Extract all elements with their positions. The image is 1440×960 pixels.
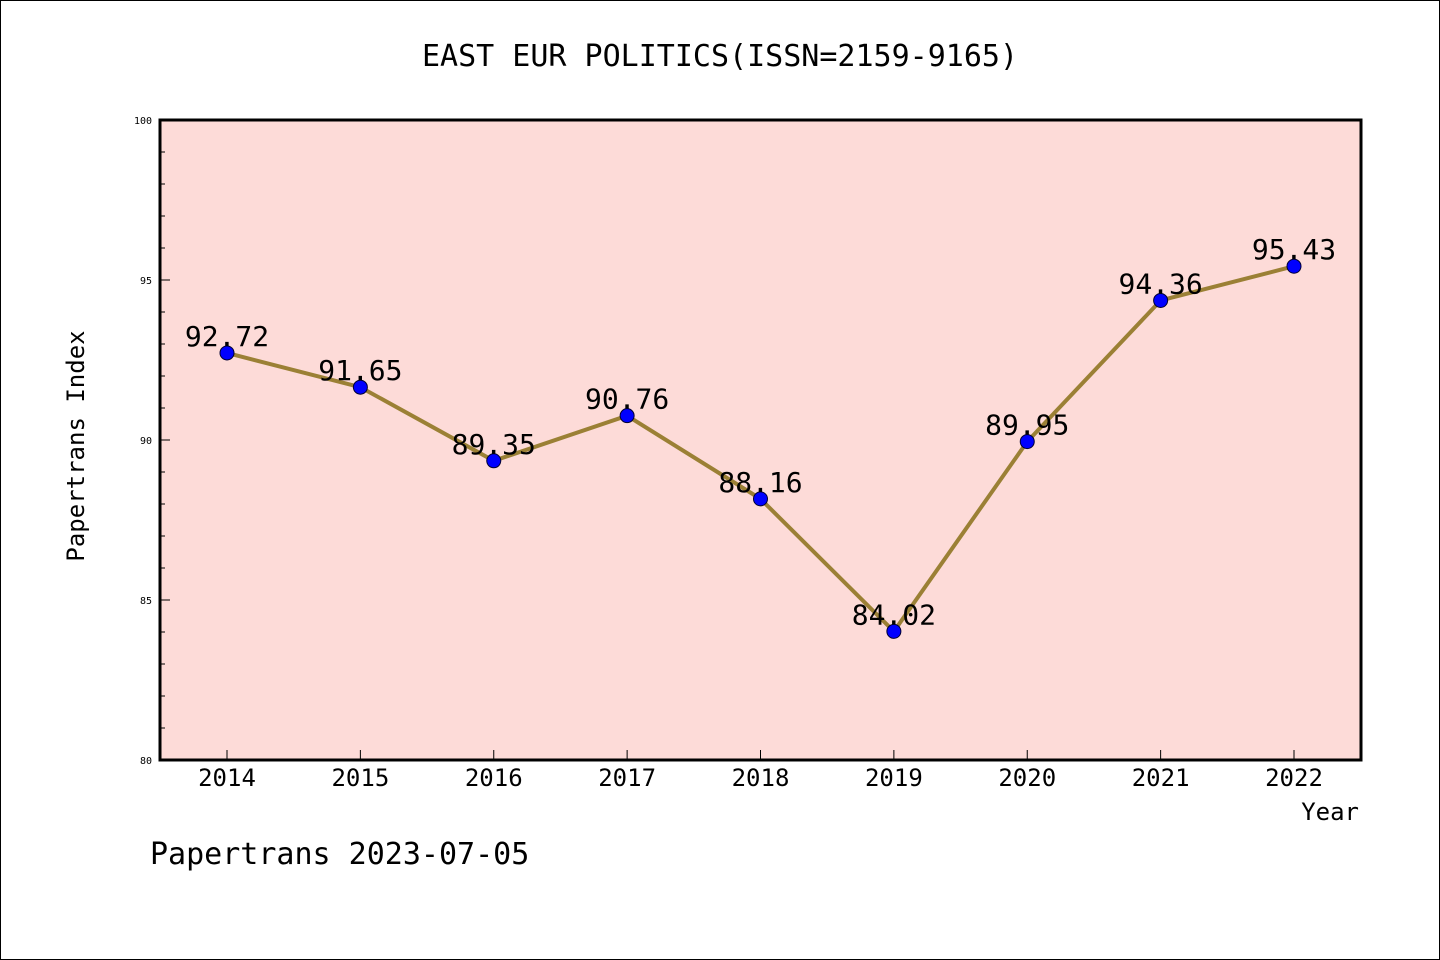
- data-point: [619, 408, 635, 424]
- data-label: 84.02: [852, 598, 936, 631]
- data-point: [486, 453, 502, 469]
- plot-border: [158, 118, 1363, 762]
- y-tick-label: 90: [140, 436, 152, 447]
- data-point: [1286, 258, 1302, 274]
- y-tick-label: 100: [134, 116, 152, 127]
- y-tick-label: 85: [140, 596, 152, 607]
- x-tick-label: 2016: [465, 764, 523, 792]
- x-axis-ticks: 2014 2015 2016 2017 2018 2019 2020 2021 2022: [198, 750, 1323, 792]
- x-tick-label: 2020: [998, 764, 1056, 792]
- data-point: [352, 379, 368, 395]
- data-point: [219, 345, 235, 361]
- x-tick-label: 2021: [1132, 764, 1190, 792]
- y-tick-label: 95: [140, 276, 152, 287]
- data-label: 95.43: [1252, 233, 1336, 266]
- data-label: 88.16: [718, 466, 802, 499]
- x-tick-label: 2018: [732, 764, 790, 792]
- chart-title: EAST EUR POLITICS(ISSN=2159-9165): [422, 39, 1018, 74]
- x-tick-label: 2014: [198, 764, 256, 792]
- x-tick-label: 2022: [1265, 764, 1323, 792]
- y-tick-label: 80: [140, 756, 152, 767]
- footer-text: Papertrans 2023-07-05: [150, 837, 529, 872]
- series-markers: [219, 258, 1302, 639]
- data-label: 92.72: [185, 320, 269, 353]
- data-label: 94.36: [1118, 267, 1202, 300]
- data-point: [753, 491, 768, 507]
- x-tick-label: 2019: [865, 764, 923, 792]
- data-point: [1019, 434, 1035, 450]
- data-label: 89.95: [985, 409, 1069, 442]
- plot-area: [160, 120, 1361, 760]
- y-axis-label: Papertrans Index: [62, 330, 90, 561]
- data-label: 90.76: [585, 383, 669, 416]
- data-label: 89.35: [452, 428, 536, 461]
- x-tick-label: 2017: [598, 764, 656, 792]
- x-axis-label: Year: [1301, 798, 1359, 826]
- data-labels: 92.72 91.65 89.35 90.76 88.16 84.02 89.95 94.36…: [185, 233, 1336, 631]
- x-tick-label: 2015: [331, 764, 389, 792]
- data-label: 91.65: [318, 354, 402, 387]
- data-point: [886, 623, 902, 639]
- data-point: [1153, 292, 1169, 308]
